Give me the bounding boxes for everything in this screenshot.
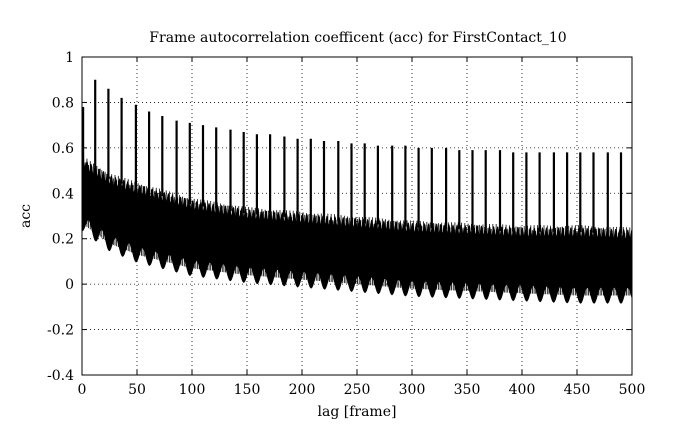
grid <box>82 57 632 375</box>
y-tick-label: 0.4 <box>52 186 74 202</box>
x-tick-label: 50 <box>128 382 146 398</box>
ticks <box>81 56 633 376</box>
y-tick-label: 0.6 <box>52 141 74 157</box>
x-tick-label: 500 <box>619 382 646 398</box>
x-tick-label: 250 <box>344 382 371 398</box>
x-tick-label: 100 <box>179 382 206 398</box>
chart-title: Frame autocorrelation coefficent (acc) f… <box>149 30 566 46</box>
x-tick-label: 450 <box>564 382 591 398</box>
y-tick-label: 0.8 <box>52 95 74 111</box>
x-tick-label: 200 <box>289 382 316 398</box>
x-tick-label: 0 <box>78 382 87 398</box>
y-tick-label: -0.2 <box>47 323 74 339</box>
x-tick-label: 350 <box>454 382 481 398</box>
x-axis-label: lag [frame] <box>318 404 397 420</box>
x-tick-label: 300 <box>399 382 426 398</box>
x-tick-label: 150 <box>234 382 261 398</box>
y-tick-label: 0.2 <box>52 232 74 248</box>
x-tick-label: 400 <box>509 382 536 398</box>
y-tick-label: 1 <box>65 50 74 66</box>
y-tick-label: -0.4 <box>47 368 74 384</box>
y-axis-label: acc <box>18 204 34 228</box>
y-tick-label: 0 <box>65 277 74 293</box>
tick-labels: 0 50 100 150 200 250 300 350 400 450 500 -0.4 -0.2 0 0… <box>47 50 645 398</box>
